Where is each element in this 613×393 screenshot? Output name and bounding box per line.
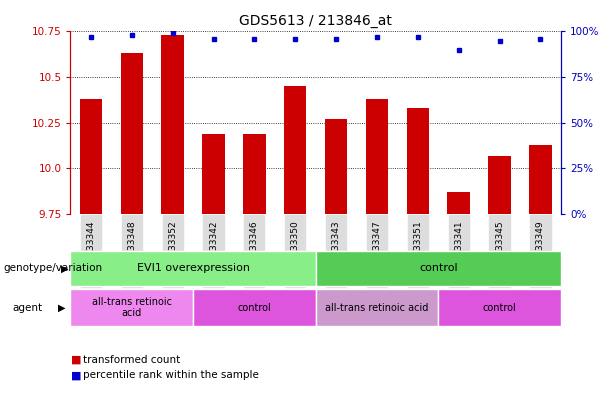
Text: transformed count: transformed count — [83, 354, 180, 365]
Text: genotype/variation: genotype/variation — [3, 263, 102, 274]
Bar — [529, 145, 552, 214]
Bar — [489, 156, 511, 214]
Text: percentile rank within the sample: percentile rank within the sample — [83, 370, 259, 380]
Text: control: control — [482, 303, 517, 312]
Bar — [121, 53, 143, 214]
Text: ▶: ▶ — [58, 303, 65, 312]
Bar — [447, 192, 470, 214]
Bar — [202, 134, 225, 214]
Title: GDS5613 / 213846_at: GDS5613 / 213846_at — [239, 14, 392, 28]
Text: control: control — [419, 263, 458, 274]
Text: EVI1 overexpression: EVI1 overexpression — [137, 263, 249, 274]
Text: ▶: ▶ — [61, 263, 68, 274]
Text: all-trans retinoic
acid: all-trans retinoic acid — [92, 297, 172, 318]
Text: agent: agent — [12, 303, 42, 312]
Bar — [80, 99, 102, 214]
Bar — [406, 108, 429, 214]
Text: ■: ■ — [70, 370, 81, 380]
Bar — [325, 119, 348, 214]
Bar — [161, 35, 184, 214]
Text: ■: ■ — [70, 354, 81, 365]
Bar — [243, 134, 265, 214]
Bar — [366, 99, 388, 214]
Bar — [284, 86, 306, 214]
Text: all-trans retinoic acid: all-trans retinoic acid — [326, 303, 428, 312]
Text: control: control — [237, 303, 272, 312]
